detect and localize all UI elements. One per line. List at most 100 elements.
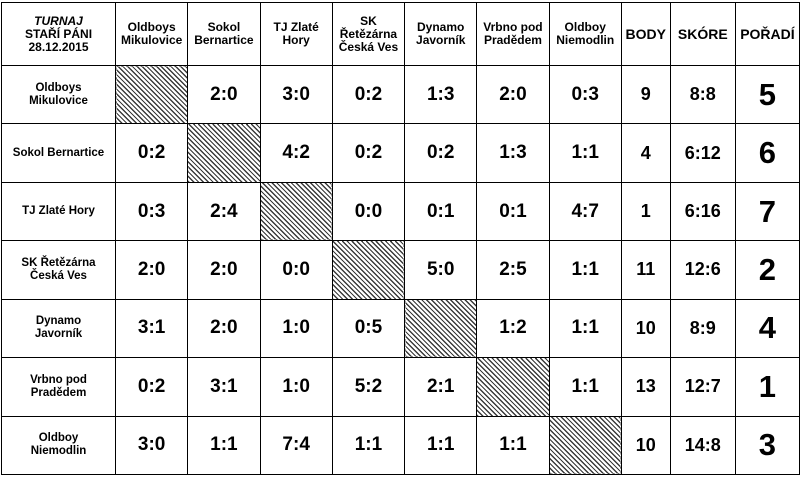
rank-cell: 4 bbox=[734, 298, 801, 359]
rank-cell: 6 bbox=[734, 123, 801, 183]
score-cell: 1:1 bbox=[548, 123, 622, 183]
goal-score-cell: 14:8 bbox=[669, 415, 736, 476]
points-cell: 13 bbox=[620, 357, 671, 417]
table-row: TJ Zlaté Hory 0:3 2:4 0:0 0:1 0:1 4:7 1 … bbox=[1, 181, 801, 242]
score-cell: 2:0 bbox=[476, 64, 550, 125]
row-team-name: Oldboy Niemodlin bbox=[1, 415, 116, 476]
col-header-sk-retezarna: SK Řetězárna Česká Ves bbox=[331, 2, 406, 66]
score-cell: 1:1 bbox=[548, 357, 622, 417]
score-cell: 0:1 bbox=[476, 181, 550, 242]
score-cell: 3:0 bbox=[259, 64, 333, 125]
self-match-cell bbox=[404, 298, 478, 359]
points-cell: 11 bbox=[620, 240, 671, 300]
score-cell: 1:1 bbox=[331, 415, 406, 476]
score-cell: 7:4 bbox=[259, 415, 333, 476]
self-match-cell bbox=[259, 181, 333, 242]
score-cell: 4:2 bbox=[259, 123, 333, 183]
score-cell: 0:0 bbox=[331, 181, 406, 242]
rank-cell: 3 bbox=[734, 415, 801, 476]
score-cell: 0:2 bbox=[114, 357, 189, 417]
goal-score-cell: 8:9 bbox=[669, 298, 736, 359]
rank-cell: 7 bbox=[734, 181, 801, 242]
score-cell: 1:3 bbox=[476, 123, 550, 183]
score-cell: 0:3 bbox=[114, 181, 189, 242]
row-team-name: TJ Zlaté Hory bbox=[1, 181, 116, 242]
score-cell: 1:1 bbox=[548, 298, 622, 359]
points-cell: 10 bbox=[620, 298, 671, 359]
score-cell: 1:2 bbox=[476, 298, 550, 359]
points-cell: 1 bbox=[620, 181, 671, 242]
score-cell: 5:0 bbox=[404, 240, 478, 300]
score-cell: 1:1 bbox=[404, 415, 478, 476]
goal-score-cell: 12:7 bbox=[669, 357, 736, 417]
points-cell: 10 bbox=[620, 415, 671, 476]
score-cell: 2:0 bbox=[187, 64, 261, 125]
header-row: TURNAJ STAŘÍ PÁNI 28.12.2015 Oldboys Miku… bbox=[1, 2, 801, 66]
table-row: Oldboy Niemodlin 3:0 1:1 7:4 1:1 1:1 1:1 … bbox=[1, 415, 801, 476]
col-header-body: BODY bbox=[620, 2, 671, 66]
score-cell: 2:0 bbox=[114, 240, 189, 300]
rank-cell: 2 bbox=[734, 240, 801, 300]
self-match-cell bbox=[331, 240, 406, 300]
points-cell: 9 bbox=[620, 64, 671, 125]
score-cell: 2:4 bbox=[187, 181, 261, 242]
score-cell: 3:1 bbox=[114, 298, 189, 359]
tournament-category: STAŘÍ PÁNI bbox=[24, 26, 93, 41]
score-cell: 2:0 bbox=[187, 298, 261, 359]
tournament-name: TURNAJ bbox=[34, 13, 83, 28]
table-row: Oldboys Mikulovice 2:0 3:0 0:2 1:3 2:0 0:… bbox=[1, 64, 801, 125]
score-cell: 1:1 bbox=[548, 240, 622, 300]
score-cell: 0:2 bbox=[331, 64, 406, 125]
col-header-oldboys-mikulovice: Oldboys Mikulovice bbox=[114, 2, 189, 66]
col-header-oldboy-niemodlin: Oldboy Niemodlin bbox=[548, 2, 622, 66]
score-cell: 3:0 bbox=[114, 415, 189, 476]
table-row: Vrbno pod Pradědem 0:2 3:1 1:0 5:2 2:1 1:… bbox=[1, 357, 801, 417]
score-cell: 1:0 bbox=[259, 298, 333, 359]
rank-cell: 1 bbox=[734, 357, 801, 417]
score-cell: 1:1 bbox=[187, 415, 261, 476]
tournament-date: 28.12.2015 bbox=[28, 39, 89, 54]
goal-score-cell: 8:8 bbox=[669, 64, 736, 125]
self-match-cell bbox=[476, 357, 550, 417]
col-header-sokol-bernartice: Sokol Bernartice bbox=[187, 2, 261, 66]
table-row: Dynamo Javorník 3:1 2:0 1:0 0:5 1:2 1:1 1… bbox=[1, 298, 801, 359]
row-team-name: SK Řetězárna Česká Ves bbox=[1, 240, 116, 300]
goal-score-cell: 6:12 bbox=[669, 123, 736, 183]
score-cell: 3:1 bbox=[187, 357, 261, 417]
score-cell: 1:0 bbox=[259, 357, 333, 417]
goal-score-cell: 12:6 bbox=[669, 240, 736, 300]
score-cell: 0:0 bbox=[259, 240, 333, 300]
score-cell: 5:2 bbox=[331, 357, 406, 417]
score-cell: 0:2 bbox=[404, 123, 478, 183]
table-row: Sokol Bernartice 0:2 4:2 0:2 0:2 1:3 1:1… bbox=[1, 123, 801, 183]
row-team-name: Dynamo Javorník bbox=[1, 298, 116, 359]
col-header-dynamo-javornik: Dynamo Javorník bbox=[404, 2, 478, 66]
row-team-name: Oldboys Mikulovice bbox=[1, 64, 116, 125]
score-cell: 1:3 bbox=[404, 64, 478, 125]
col-header-poradi: POŘADÍ bbox=[734, 2, 801, 66]
score-cell: 0:2 bbox=[331, 123, 406, 183]
score-cell: 2:0 bbox=[187, 240, 261, 300]
goal-score-cell: 6:16 bbox=[669, 181, 736, 242]
col-header-skore: SKÓRE bbox=[669, 2, 736, 66]
score-cell: 0:2 bbox=[114, 123, 189, 183]
score-cell: 2:5 bbox=[476, 240, 550, 300]
score-cell: 0:3 bbox=[548, 64, 622, 125]
table-row: SK Řetězárna Česká Ves 2:0 2:0 0:0 5:0 2:… bbox=[1, 240, 801, 300]
score-cell: 0:1 bbox=[404, 181, 478, 242]
row-team-name: Sokol Bernartice bbox=[1, 123, 116, 183]
tournament-title: TURNAJ STAŘÍ PÁNI 28.12.2015 bbox=[1, 2, 116, 66]
score-cell: 2:1 bbox=[404, 357, 478, 417]
score-cell: 1:1 bbox=[476, 415, 550, 476]
points-cell: 4 bbox=[620, 123, 671, 183]
col-header-tj-zlate-hory: TJ Zlaté Hory bbox=[259, 2, 333, 66]
row-team-name: Vrbno pod Pradědem bbox=[1, 357, 116, 417]
self-match-cell bbox=[187, 123, 261, 183]
self-match-cell bbox=[114, 64, 189, 125]
score-cell: 0:5 bbox=[331, 298, 406, 359]
rank-cell: 5 bbox=[734, 64, 801, 125]
col-header-vrbno-pod-pradedem: Vrbno pod Pradědem bbox=[476, 2, 550, 66]
score-cell: 4:7 bbox=[548, 181, 622, 242]
self-match-cell bbox=[548, 415, 622, 476]
